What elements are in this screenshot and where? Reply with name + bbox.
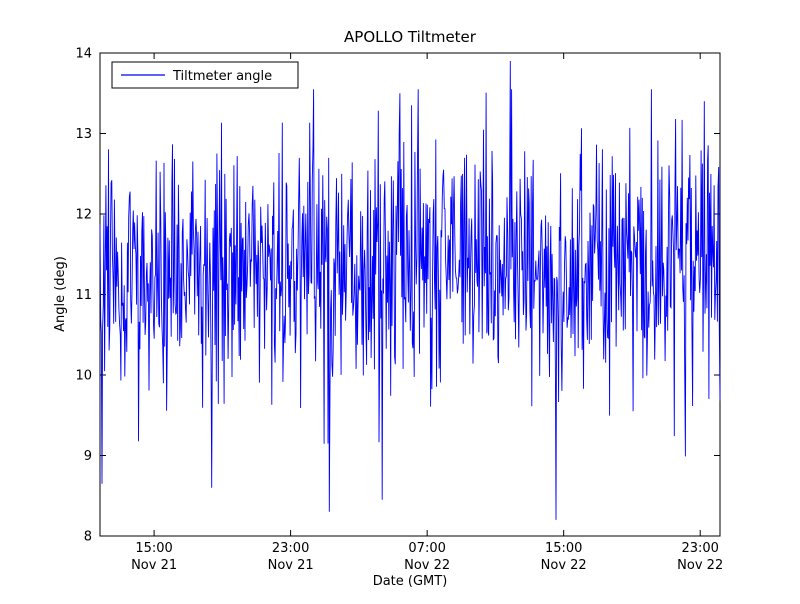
chart-title: APOLLO Tiltmeter	[344, 28, 477, 46]
x-tick-label-date: Nov 21	[268, 558, 314, 573]
y-tick-label: 13	[75, 127, 92, 142]
legend: Tiltmeter angle	[111, 61, 299, 89]
y-tick-label: 10	[75, 369, 92, 384]
y-tick-label: 9	[84, 449, 92, 464]
x-tick-label-date: Nov 21	[131, 558, 177, 573]
x-tick-label-date: Nov 22	[541, 558, 587, 573]
x-tick-label-time: 23:00	[272, 541, 309, 556]
y-tick-label: 8	[84, 530, 92, 545]
axis-tick-labels: 8 9 10 11 12 13 14 15:00 Nov 21 23:00 Nov 21 07:00 N…	[75, 47, 723, 574]
x-tick-label-time: 15:00	[545, 541, 582, 556]
y-axis-label: Angle (deg)	[53, 256, 68, 332]
x-axis-label: Date (GMT)	[373, 574, 448, 589]
data-series-group	[99, 60, 721, 520]
x-tick-label-time: 07:00	[408, 541, 445, 556]
tiltmeter-data-line	[99, 60, 721, 520]
axis-ticks	[100, 52, 720, 537]
x-tick-label-time: 23:00	[681, 541, 718, 556]
y-tick-label: 11	[75, 288, 92, 303]
x-tick-label-date: Nov 22	[677, 558, 723, 573]
legend-entry-label: Tiltmeter angle	[172, 69, 272, 84]
y-tick-label: 14	[75, 47, 92, 62]
x-tick-label-time: 15:00	[135, 541, 172, 556]
y-tick-label: 12	[75, 208, 92, 223]
x-tick-label-date: Nov 22	[404, 558, 450, 573]
